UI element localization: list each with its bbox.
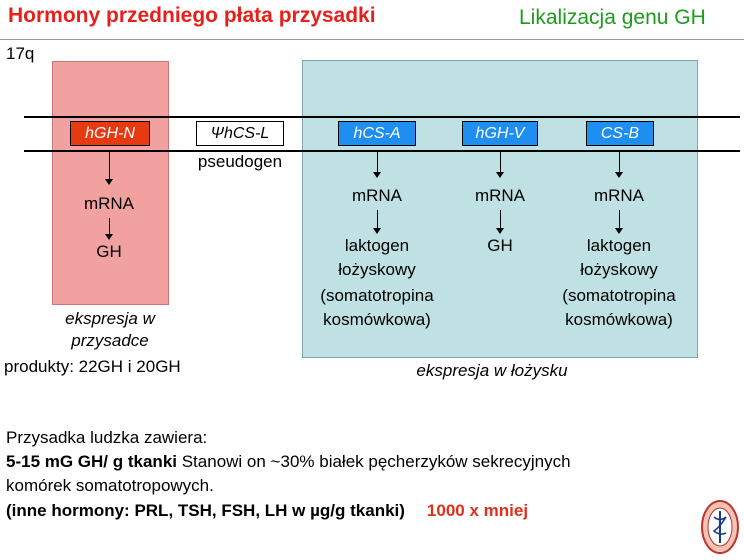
gene-hcs-a: hCS-A	[338, 121, 416, 146]
arrow-line	[377, 152, 378, 174]
chromosome-line-bottom	[24, 150, 740, 152]
pituitary-products: produkty: 22GH i 20GH	[4, 357, 181, 376]
hcs-a-product-line4: kosmówkowa)	[323, 310, 431, 329]
pituitary-caption-line1: ekspresja w	[65, 309, 155, 328]
arrow-line	[500, 152, 501, 174]
arrow-head	[615, 172, 623, 178]
arrow-line	[109, 218, 110, 236]
cs-b-product-line3: (somatotropina	[562, 286, 676, 305]
arrow-head	[105, 179, 113, 185]
arrow-line	[619, 152, 620, 174]
notes-line4-highlight: 1000 x mniej	[426, 501, 529, 520]
cs-b-mrna: mRNA	[593, 186, 645, 205]
notes-line2-rest: Stanowi on ~30% białek pęcherzyków sekre…	[177, 452, 571, 471]
cs-b-product-line2: łożyskowy	[580, 260, 658, 279]
page-subtitle: Likalizacja genu GH	[519, 6, 706, 29]
arrow-head	[615, 228, 623, 234]
arrow-line	[377, 210, 378, 230]
university-seal-logo	[700, 497, 740, 555]
notes-line2: 5-15 mG GH/ g tkanki Stanowi on ~30% bia…	[6, 452, 571, 472]
gene-hgh-v: hGH-V	[462, 121, 538, 146]
hcs-a-product-line1: laktogen	[344, 236, 410, 255]
arrow-head	[496, 228, 504, 234]
arrow-line	[109, 152, 110, 181]
arrow-head	[373, 228, 381, 234]
notes-line4-bold: (inne hormony: PRL, TSH, FSH, LH w µg/g …	[6, 501, 405, 520]
cs-b-product-line4: kosmówkowa)	[565, 310, 673, 329]
arrow-head	[105, 234, 113, 240]
placenta-expression-region	[302, 60, 698, 358]
gene-hgh-n: hGH-N	[70, 121, 150, 146]
notes-line2-bold: 5-15 mG GH/ g tkanki	[6, 452, 177, 471]
gene-cs-b: CS-B	[586, 121, 654, 146]
pseudogen-label: pseudogen	[197, 152, 283, 171]
hgh-v-mrna: mRNA	[474, 186, 526, 205]
hcs-a-mrna: mRNA	[351, 186, 403, 205]
notes-line4: (inne hormony: PRL, TSH, FSH, LH w µg/g …	[6, 501, 528, 521]
pituitary-mrna: mRNA	[83, 194, 135, 213]
hgh-v-product: GH	[487, 236, 513, 255]
hcs-a-product-line3: (somatotropina	[320, 286, 434, 305]
arrow-line	[619, 210, 620, 230]
arrow-head	[496, 172, 504, 178]
notes-line1: Przysadka ludzka zawiera:	[6, 428, 208, 447]
hcs-a-product-line2: łożyskowy	[338, 260, 416, 279]
notes-line3: komórek somatotropowych.	[6, 476, 214, 495]
cs-b-product-line1: laktogen	[586, 236, 652, 255]
gene-psi-hcs-l: ΨhCS-L	[196, 121, 284, 146]
chromosome-line-top	[24, 116, 740, 118]
chromosome-label: 17q	[6, 44, 35, 63]
page-title: Hormony przedniego płata przysadki	[8, 4, 376, 27]
arrow-head	[373, 172, 381, 178]
arrow-line	[500, 210, 501, 230]
pituitary-caption-line2: przysadce	[71, 331, 149, 350]
pituitary-product: GH	[96, 242, 122, 261]
placenta-caption: ekspresja w łożysku	[416, 361, 568, 380]
header-divider	[0, 39, 744, 40]
